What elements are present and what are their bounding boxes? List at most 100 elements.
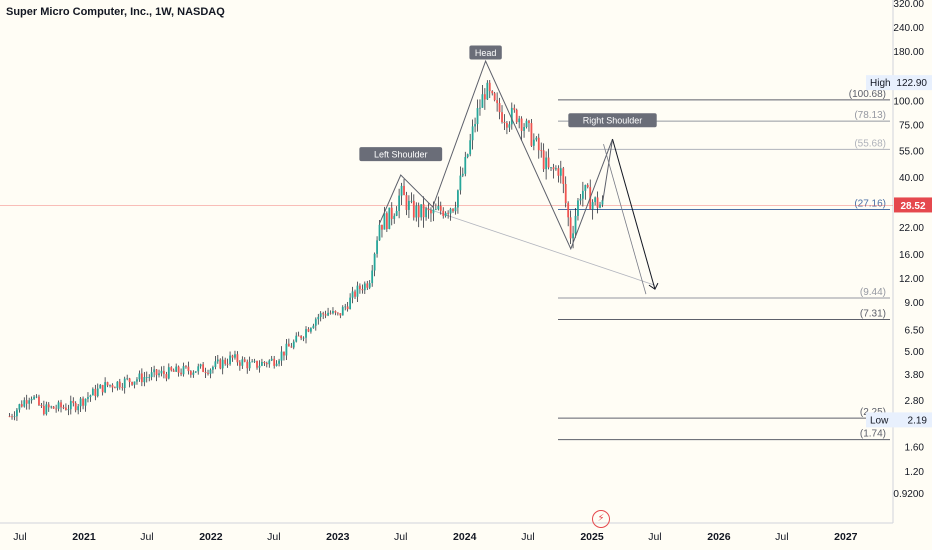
tradingview-logo-icon[interactable]: ⚡ [592, 510, 610, 528]
candle-body [106, 382, 109, 386]
candle-body [270, 358, 273, 361]
candle-body [513, 107, 516, 110]
candle-body [231, 355, 234, 358]
candle-body [425, 208, 427, 218]
y-tick-label: 22.00 [899, 223, 924, 234]
y-tick-label: 16.00 [899, 250, 924, 261]
candle-body [114, 387, 116, 389]
candle-body [459, 175, 462, 191]
candle-body [408, 200, 410, 210]
candle-body [310, 328, 312, 332]
candle-body [454, 207, 457, 212]
candle-body [361, 289, 364, 291]
high-label: High [870, 78, 891, 89]
candle-body [136, 379, 138, 382]
candle-body [422, 204, 425, 218]
fib-level-label: (78.13) [854, 110, 886, 121]
candle-body [72, 400, 75, 404]
low-label: Low [870, 415, 889, 426]
candle-body [354, 291, 356, 297]
candle-body [143, 377, 146, 383]
candle-body [420, 204, 423, 218]
candle-body [417, 205, 420, 218]
candle-body [204, 371, 207, 373]
y-tick-label: 320.00 [893, 0, 924, 10]
candle-body [234, 354, 236, 358]
candle-body [241, 359, 244, 366]
candle-body [599, 204, 601, 208]
candle-body [312, 325, 315, 329]
candle-body [577, 200, 579, 216]
candle-body [305, 329, 307, 338]
candle-body [258, 365, 261, 368]
x-tick-label: 2021 [72, 531, 96, 543]
y-tick-label: 75.00 [899, 120, 924, 131]
candle-body [25, 400, 28, 404]
candle-body [182, 366, 185, 375]
candle-body [131, 381, 133, 385]
candle-body [74, 403, 77, 411]
candle-body [111, 384, 114, 388]
candle-body [415, 205, 418, 218]
candle-body [334, 311, 337, 313]
x-tick-label: Jul [521, 531, 534, 543]
candle-body [403, 185, 405, 196]
candle-body [552, 167, 555, 170]
x-tick-label: Jul [648, 531, 661, 543]
candle-body [202, 364, 205, 372]
fib-level-label: (9.44) [860, 287, 886, 298]
candle-body [101, 384, 104, 393]
candle-body [314, 319, 317, 326]
candle-body [163, 370, 165, 375]
y-tick-label: 180.00 [893, 47, 924, 58]
y-tick-label: 240.00 [893, 23, 924, 34]
forecast-line [612, 138, 656, 290]
candles-group [8, 80, 604, 421]
candle-body [38, 396, 40, 406]
candle-body [381, 224, 383, 230]
candle-body [285, 343, 288, 356]
candle-body [273, 358, 276, 366]
y-tick-label: 0.9200 [893, 489, 924, 500]
candle-body [47, 404, 50, 408]
candle-body [363, 283, 366, 291]
candle-body [476, 108, 479, 125]
candle-body [322, 313, 325, 315]
candle-body [248, 361, 251, 369]
y-tick-label: 6.50 [905, 325, 925, 336]
candle-body [50, 406, 53, 408]
candle-body [87, 397, 89, 399]
fib-level-label: (55.68) [854, 138, 886, 149]
candle-body [89, 395, 92, 398]
fib-level-label: (100.68) [849, 89, 886, 100]
candle-body [79, 398, 82, 407]
fib-level-label: (7.31) [860, 308, 886, 319]
candle-body [466, 154, 469, 158]
candle-body [540, 150, 543, 152]
candle-body [238, 362, 241, 366]
candle-body [535, 137, 538, 140]
candle-body [569, 217, 572, 239]
candle-body [356, 285, 359, 297]
candle-body [523, 127, 525, 131]
candle-body [601, 200, 604, 205]
pattern-label-bg [568, 113, 657, 128]
candle-body [336, 312, 339, 314]
price-axis [893, 0, 932, 550]
candle-body [126, 378, 129, 380]
candle-body [297, 335, 300, 337]
candle-body [226, 363, 229, 365]
x-tick-label: Jul [13, 531, 26, 543]
candle-body [501, 112, 503, 122]
y-tick-label: 3.80 [905, 370, 925, 381]
candle-body [265, 363, 268, 365]
candle-body [116, 381, 119, 389]
current-price-label: 28.52 [900, 201, 925, 212]
candle-body [109, 384, 111, 386]
candle-body [390, 207, 393, 219]
candle-body [537, 137, 540, 151]
candle-body [140, 373, 143, 383]
candle-body [175, 366, 178, 372]
